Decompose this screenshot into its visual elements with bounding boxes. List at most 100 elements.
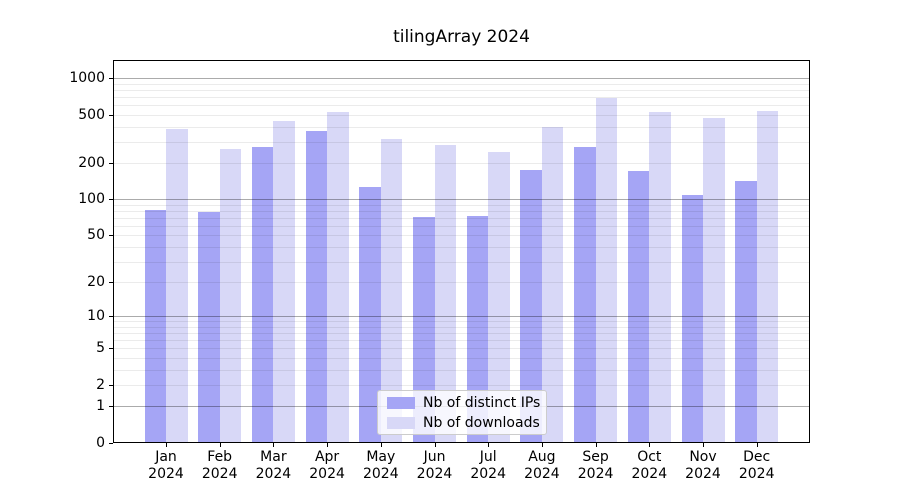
gridline (114, 261, 809, 263)
x-tick-label: Jun 2024 (416, 449, 453, 482)
x-tick-label: Oct 2024 (631, 449, 668, 482)
x-axis-tick (595, 443, 597, 447)
x-tick-label: Jan 2024 (148, 449, 184, 482)
x-axis-tick (649, 443, 651, 447)
x-axis-tick (756, 443, 758, 447)
gridline (114, 358, 809, 359)
y-tick-label: 50 (87, 227, 105, 244)
x-axis-tick (219, 443, 221, 447)
x-tick-label: Jul 2024 (470, 449, 506, 482)
legend-item-distinct-ips: Nb of distinct IPs (387, 394, 541, 411)
x-axis-tick (434, 443, 436, 447)
bar-nb-of-distinct-ips-jul (466, 216, 489, 443)
gridline (114, 321, 809, 323)
legend-label: Nb of distinct IPs (423, 394, 541, 411)
bar-nb-of-distinct-ips-jan (144, 209, 166, 443)
x-tick-label: Aug 2024 (524, 449, 560, 482)
y-tick-label: 100 (78, 191, 105, 208)
gridline (114, 246, 809, 248)
y-axis-tick (109, 199, 113, 201)
gridline (114, 97, 809, 98)
x-tick-label: Dec 2024 (738, 449, 775, 482)
bar-nb-of-distinct-ips-mar (251, 147, 274, 443)
gridline (114, 340, 809, 342)
bar-nb-of-distinct-ips-sep (574, 147, 596, 443)
x-axis-tick (541, 443, 543, 447)
y-axis-tick (109, 282, 113, 284)
bar-nb-of-distinct-ips-dec (735, 181, 757, 443)
y-tick-label: 1000 (69, 70, 105, 87)
y-tick-label: 1 (96, 398, 105, 415)
gridline (114, 204, 809, 206)
gridline (114, 385, 809, 386)
bar-nb-of-distinct-ips-jun (413, 217, 435, 443)
legend-swatch-downloads (387, 416, 415, 429)
x-tick-label: Feb 2024 (201, 449, 238, 482)
x-axis-tick (488, 443, 490, 447)
bar-nb-of-downloads-oct (649, 111, 671, 443)
x-axis-tick (327, 443, 329, 447)
x-axis-tick (273, 443, 275, 447)
legend: Nb of distinct IPs Nb of downloads (377, 390, 547, 435)
y-axis-tick (109, 162, 113, 164)
bar-nb-of-downloads-jul (488, 151, 510, 443)
y-axis-tick (109, 114, 113, 116)
bar-nb-of-distinct-ips-aug (520, 170, 542, 443)
gridline (114, 348, 809, 350)
bar-nb-of-distinct-ips-may (359, 187, 381, 443)
gridline (114, 162, 809, 164)
bar-nb-of-downloads-aug (541, 126, 564, 443)
y-tick-label: 0 (96, 435, 105, 451)
gridline (114, 217, 809, 219)
x-tick-label: Nov 2024 (685, 449, 721, 482)
x-axis-tick (380, 443, 382, 447)
gridline (114, 210, 809, 212)
bar-nb-of-downloads-dec (756, 111, 779, 443)
y-axis-tick (109, 385, 113, 386)
y-tick-label: 20 (87, 274, 105, 291)
gridline (114, 199, 809, 201)
bar-nb-of-downloads-mar (273, 121, 295, 443)
bar-nb-of-distinct-ips-nov (681, 195, 703, 443)
y-tick-label: 10 (87, 308, 105, 325)
gridline (114, 316, 809, 318)
gridline (114, 327, 809, 328)
y-axis-tick (109, 78, 113, 80)
gridline (114, 282, 809, 284)
y-tick-label: 5 (96, 340, 105, 357)
x-tick-label: Apr 2024 (309, 449, 345, 482)
y-tick-label: 2 (96, 377, 105, 393)
gridline (114, 105, 809, 107)
gridline (114, 126, 809, 128)
chart-title: tilingArray 2024 (393, 27, 530, 47)
bar-nb-of-downloads-nov (703, 118, 725, 443)
bar-nb-of-downloads-sep (595, 97, 618, 443)
y-tick-label: 200 (78, 154, 105, 171)
legend-item-downloads: Nb of downloads (387, 414, 540, 431)
bar-nb-of-distinct-ips-apr (305, 131, 328, 443)
x-axis-tick (703, 443, 704, 447)
bar-nb-of-distinct-ips-feb (198, 212, 220, 443)
legend-label: Nb of downloads (423, 414, 540, 431)
bar-nb-of-downloads-apr (327, 112, 349, 443)
x-axis-tick (166, 443, 167, 447)
bar-nb-of-distinct-ips-oct (627, 170, 650, 443)
y-axis-tick (109, 235, 113, 237)
bar-nb-of-downloads-jun (434, 144, 456, 443)
x-tick-label: Sep 2024 (577, 449, 614, 482)
x-tick-label: Mar 2024 (255, 449, 292, 482)
gridline (114, 114, 809, 116)
gridline (114, 333, 809, 335)
gridline (114, 83, 809, 85)
y-axis-tick (109, 406, 113, 408)
x-tick-label: May 2024 (362, 449, 399, 482)
legend-swatch-distinct-ips (387, 396, 415, 409)
gridline (114, 369, 809, 371)
gridline (114, 89, 809, 91)
y-axis-tick (109, 348, 113, 350)
gridline (114, 235, 809, 237)
